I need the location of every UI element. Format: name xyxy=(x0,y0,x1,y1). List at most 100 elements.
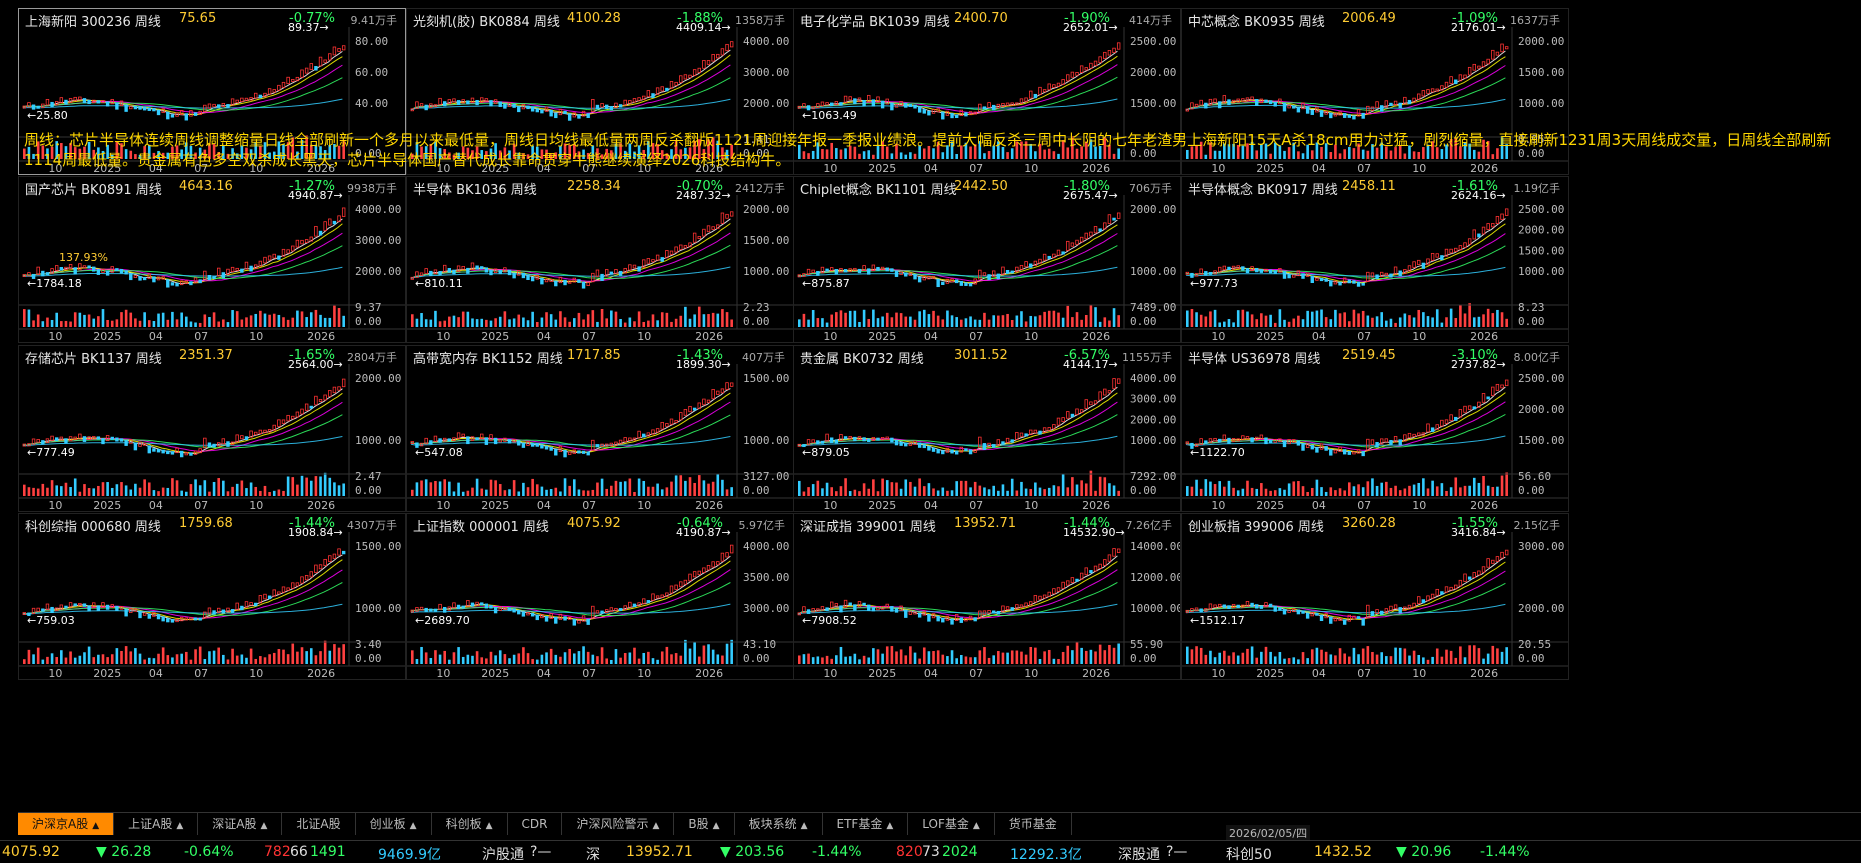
volume-bar xyxy=(932,488,935,496)
market-tab[interactable]: LOF基金 ▲ xyxy=(908,813,995,835)
chart-panel[interactable]: 3000.00 2000.00 20.55 0.00 10 2025 04 07 10 2026 3… xyxy=(1181,513,1569,680)
candle xyxy=(1278,268,1282,273)
volume-bar xyxy=(1066,147,1070,159)
volume-bar xyxy=(161,647,165,664)
chart-panel[interactable]: 14000.00 12000.00 10000.00 55.90 0.00 10 2025 0… xyxy=(793,513,1181,680)
volume-bar xyxy=(1089,304,1093,327)
candle xyxy=(272,89,276,93)
volume-bar xyxy=(628,317,632,327)
candle xyxy=(669,585,674,594)
volume-bar xyxy=(702,314,706,327)
market-tab[interactable]: ETF基金 ▲ xyxy=(823,813,909,835)
candle xyxy=(152,448,156,452)
volume-bar xyxy=(1380,142,1383,159)
market-tab[interactable]: CDR xyxy=(508,813,563,835)
volume-bar xyxy=(568,648,571,664)
moving-average-line xyxy=(410,218,731,284)
market-tab[interactable]: 上证A股 ▲ xyxy=(114,813,199,835)
chart-panel[interactable]: 1500.00 1000.00 3.40 0.00 10 2025 04 07 10 2026 19… xyxy=(18,513,406,680)
hgt-label[interactable]: 沪股通 xyxy=(482,847,524,863)
candle xyxy=(203,611,207,619)
candle xyxy=(1033,93,1038,99)
volume-bar xyxy=(1371,651,1374,664)
chart-panel[interactable]: 2500.00 2000.00 1500.00 0.00 10 2025 04 07 10 202… xyxy=(793,8,1181,175)
candle xyxy=(1015,432,1019,440)
volume-bar xyxy=(1283,489,1286,496)
market-tab[interactable]: B股 ▲ xyxy=(674,813,735,835)
candle xyxy=(101,438,105,445)
candle xyxy=(1070,242,1075,247)
candle xyxy=(1398,102,1402,108)
candle xyxy=(22,274,26,277)
candle xyxy=(466,100,470,105)
volume-bar xyxy=(730,487,733,496)
chart-panel[interactable]: 2000.00 1500.00 1000.00 0.95 0.00 10 2025 04 07 1… xyxy=(1181,8,1569,175)
candle xyxy=(549,613,553,619)
volume-bar xyxy=(545,149,548,159)
candle xyxy=(1435,88,1439,92)
candle xyxy=(716,390,720,395)
volume-bar xyxy=(1190,146,1194,159)
market-tab[interactable]: 板块系统 ▲ xyxy=(735,813,823,835)
candle xyxy=(1042,89,1047,93)
volume-bar xyxy=(1334,309,1337,327)
chart-panel[interactable]: 2500.00 2000.00 1500.00 1000.00 8.23 0.00 10 20… xyxy=(1181,176,1569,343)
volume-bar xyxy=(969,316,972,327)
panel-change: -1.88% xyxy=(677,11,723,26)
market-tab[interactable]: 深证A股 ▲ xyxy=(198,813,283,835)
volume-bar xyxy=(448,316,451,327)
chart-panel[interactable]: 4000.00 3000.00 2000.00 9.37 0.00 10 2025 04 07 1… xyxy=(18,176,406,343)
volume-axis-tick: 0.00 xyxy=(1518,484,1545,497)
market-tab[interactable]: 创业板 ▲ xyxy=(356,813,432,835)
candle xyxy=(1079,65,1084,73)
chart-panel[interactable]: 1500.00 1000.00 3127.00 0.00 10 2025 04 07 10 202… xyxy=(406,345,794,512)
time-axis-label: 10 xyxy=(1211,667,1225,680)
candle xyxy=(1075,72,1079,76)
volume-bar xyxy=(448,152,451,159)
market-tab[interactable]: 沪深风险警示 ▲ xyxy=(562,813,675,835)
candle xyxy=(1398,439,1402,446)
candle xyxy=(212,443,216,448)
candle xyxy=(1379,610,1384,615)
candle xyxy=(885,436,889,440)
market-tab[interactable]: 货币基金 xyxy=(995,813,1072,835)
candle xyxy=(586,282,590,286)
time-axis-label: 07 xyxy=(582,499,596,512)
volume-bar xyxy=(586,152,590,159)
volume-bar xyxy=(987,319,991,327)
volume-bar xyxy=(973,319,977,327)
volume-bar xyxy=(1491,313,1495,327)
chart-panel[interactable]: 4000.00 3000.00 2000.00 1.41 0.00 10 2025 04 07 1… xyxy=(406,8,794,175)
volume-bar xyxy=(1084,650,1088,664)
market-tab[interactable]: 沪深京A股 ▲ xyxy=(18,813,115,835)
market-tab[interactable]: 北证A股 xyxy=(282,813,356,835)
candle xyxy=(193,617,198,621)
hgt-help-icon[interactable]: ?— xyxy=(530,844,552,860)
time-axis-label: 07 xyxy=(194,162,208,175)
chart-panel[interactable]: 4000.00 3500.00 3000.00 43.10 0.00 10 2025 04 07… xyxy=(406,513,794,680)
chart-panel[interactable]: 80.00 60.00 40.00 0.00 10 2025 04 07 10 2026 89.37… xyxy=(18,8,406,175)
chart-panel[interactable]: 2000.00 1000.00 2.47 0.00 10 2025 04 07 10 2026 25… xyxy=(18,345,406,512)
volume-bar xyxy=(660,312,664,327)
sgt-help-icon[interactable]: ?— xyxy=(1166,844,1188,860)
market-tab[interactable]: 科创板 ▲ xyxy=(432,813,508,835)
candle xyxy=(577,114,581,119)
volume-bar xyxy=(1371,144,1374,159)
chart-panel[interactable]: 4000.00 3000.00 2000.00 1000.00 7292.00 0.00 1… xyxy=(793,345,1181,512)
sgt-label[interactable]: 深股通 xyxy=(1118,847,1160,863)
time-axis-label: 10 xyxy=(823,667,837,680)
candle xyxy=(1384,272,1389,276)
panel-price: 2458.11 xyxy=(1342,179,1396,194)
chart-panel[interactable]: 2000.00 1000.00 7489.00 0.00 10 2025 04 07 10 202… xyxy=(793,176,1181,343)
chart-panel[interactable]: 2500.00 2000.00 1500.00 56.60 0.00 10 2025 04 07… xyxy=(1181,345,1569,512)
panel-title: 半导体 BK1036 周线 xyxy=(413,183,537,198)
candle xyxy=(92,602,96,609)
chart-panel[interactable]: 2000.00 1500.00 1000.00 2.23 0.00 10 2025 04 07 1… xyxy=(406,176,794,343)
volume-bar xyxy=(1348,656,1351,664)
candle xyxy=(438,603,442,610)
candle xyxy=(954,279,959,284)
candle xyxy=(1375,274,1379,280)
volume-bar xyxy=(1422,312,1425,327)
candle xyxy=(1393,266,1398,275)
volume-bar xyxy=(899,488,903,496)
